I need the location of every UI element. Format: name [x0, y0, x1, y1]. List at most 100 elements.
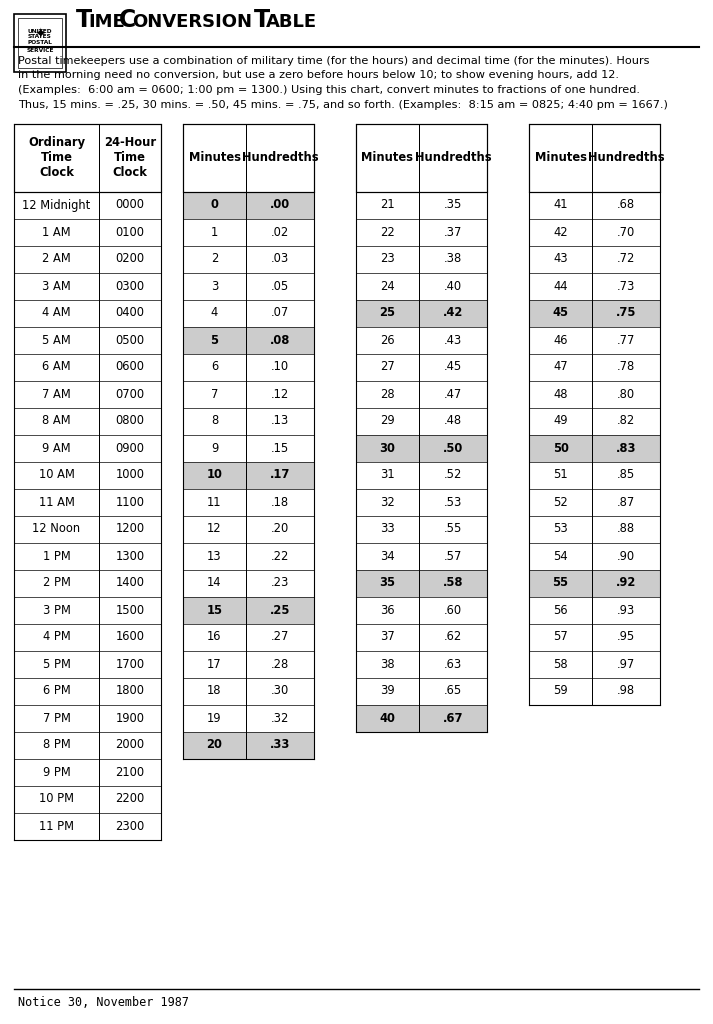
Text: 2000: 2000: [116, 738, 145, 752]
Bar: [529, 191, 660, 218]
Text: .35: .35: [443, 199, 462, 212]
Text: .25: .25: [270, 603, 290, 616]
Bar: [183, 650, 314, 678]
Bar: [356, 705, 487, 731]
Text: 11 PM: 11 PM: [39, 819, 74, 833]
Bar: [183, 488, 314, 515]
Bar: [14, 272, 161, 299]
Text: T: T: [254, 8, 270, 32]
Text: IME: IME: [88, 13, 125, 31]
Text: 0500: 0500: [116, 334, 145, 346]
Text: 16: 16: [207, 631, 222, 643]
Text: .65: .65: [444, 684, 462, 697]
Text: 2 PM: 2 PM: [43, 577, 71, 590]
Text: .32: .32: [271, 712, 289, 725]
Text: 38: 38: [380, 657, 395, 671]
Text: .83: .83: [616, 441, 636, 455]
Bar: [183, 624, 314, 650]
Text: 1500: 1500: [116, 603, 145, 616]
Bar: [356, 488, 487, 515]
Bar: [183, 597, 314, 624]
Text: 40: 40: [379, 712, 396, 725]
Text: Thus, 15 mins. = .25, 30 mins. = .50, 45 mins. = .75, and so forth. (Examples:  : Thus, 15 mins. = .25, 30 mins. = .50, 45…: [18, 99, 668, 110]
Text: .40: .40: [444, 280, 462, 293]
Bar: [14, 462, 161, 488]
Text: 6 AM: 6 AM: [42, 360, 71, 374]
Bar: [529, 515, 660, 543]
Bar: [14, 678, 161, 705]
Text: 1400: 1400: [116, 577, 145, 590]
Bar: [356, 299, 487, 327]
Bar: [356, 569, 487, 597]
Text: 7: 7: [211, 387, 218, 400]
Text: .73: .73: [617, 280, 635, 293]
Bar: [356, 272, 487, 299]
Bar: [529, 597, 660, 624]
Text: 24-Hour
Time
Clock: 24-Hour Time Clock: [104, 136, 156, 179]
Text: Minutes: Minutes: [361, 152, 414, 164]
Bar: [183, 299, 314, 327]
Text: 10 PM: 10 PM: [39, 793, 74, 806]
Bar: [14, 515, 161, 543]
Text: 5 AM: 5 AM: [42, 334, 71, 346]
Bar: [14, 408, 161, 434]
Bar: [14, 785, 161, 812]
Text: 57: 57: [553, 631, 568, 643]
Text: .78: .78: [617, 360, 635, 374]
Bar: [183, 569, 314, 597]
Bar: [356, 124, 487, 191]
Text: 24: 24: [380, 280, 395, 293]
Text: in the morning need no conversion, but use a zero before hours below 10; to show: in the morning need no conversion, but u…: [18, 71, 619, 81]
Text: .08: .08: [270, 334, 290, 346]
Text: 49: 49: [553, 415, 568, 427]
Text: .10: .10: [271, 360, 289, 374]
Text: 10 AM: 10 AM: [39, 469, 74, 481]
Bar: [529, 124, 660, 191]
Bar: [14, 191, 161, 218]
Text: .70: .70: [617, 225, 635, 239]
Text: .68: .68: [617, 199, 635, 212]
Bar: [529, 218, 660, 246]
Text: 44: 44: [553, 280, 568, 293]
Bar: [529, 678, 660, 705]
Bar: [529, 462, 660, 488]
Text: 53: 53: [553, 522, 568, 536]
Text: ABLE: ABLE: [266, 13, 317, 31]
Text: 25: 25: [379, 306, 396, 319]
Text: 8: 8: [211, 415, 218, 427]
Text: .60: .60: [444, 603, 462, 616]
Bar: [529, 408, 660, 434]
Text: C: C: [119, 8, 136, 32]
Text: .48: .48: [444, 415, 462, 427]
Text: 3: 3: [211, 280, 218, 293]
Text: .97: .97: [617, 657, 635, 671]
Text: 6 PM: 6 PM: [43, 684, 71, 697]
Text: .15: .15: [271, 441, 289, 455]
Text: Hundredths: Hundredths: [242, 152, 318, 164]
Text: 59: 59: [553, 684, 568, 697]
Text: 34: 34: [380, 550, 395, 562]
Bar: [183, 731, 314, 759]
Text: (Examples:  6:00 am = 0600; 1:00 pm = 1300.) Using this chart, convert minutes t: (Examples: 6:00 am = 0600; 1:00 pm = 130…: [18, 85, 640, 95]
Text: 12 Noon: 12 Noon: [32, 522, 81, 536]
Text: 23: 23: [380, 253, 395, 265]
Text: .18: .18: [271, 496, 289, 509]
Text: .20: .20: [271, 522, 289, 536]
Text: 2300: 2300: [116, 819, 145, 833]
Text: .63: .63: [444, 657, 462, 671]
Text: .80: .80: [617, 387, 635, 400]
Bar: [356, 191, 487, 218]
Text: .37: .37: [443, 225, 462, 239]
Text: .43: .43: [444, 334, 462, 346]
Text: .23: .23: [271, 577, 289, 590]
Text: .47: .47: [444, 387, 462, 400]
Bar: [14, 488, 161, 515]
Text: .12: .12: [271, 387, 289, 400]
Text: Hundredths: Hundredths: [588, 152, 665, 164]
Text: 11 AM: 11 AM: [39, 496, 74, 509]
Text: 41: 41: [553, 199, 568, 212]
Text: .28: .28: [271, 657, 289, 671]
Bar: [529, 381, 660, 408]
Bar: [14, 218, 161, 246]
Text: 36: 36: [380, 603, 395, 616]
